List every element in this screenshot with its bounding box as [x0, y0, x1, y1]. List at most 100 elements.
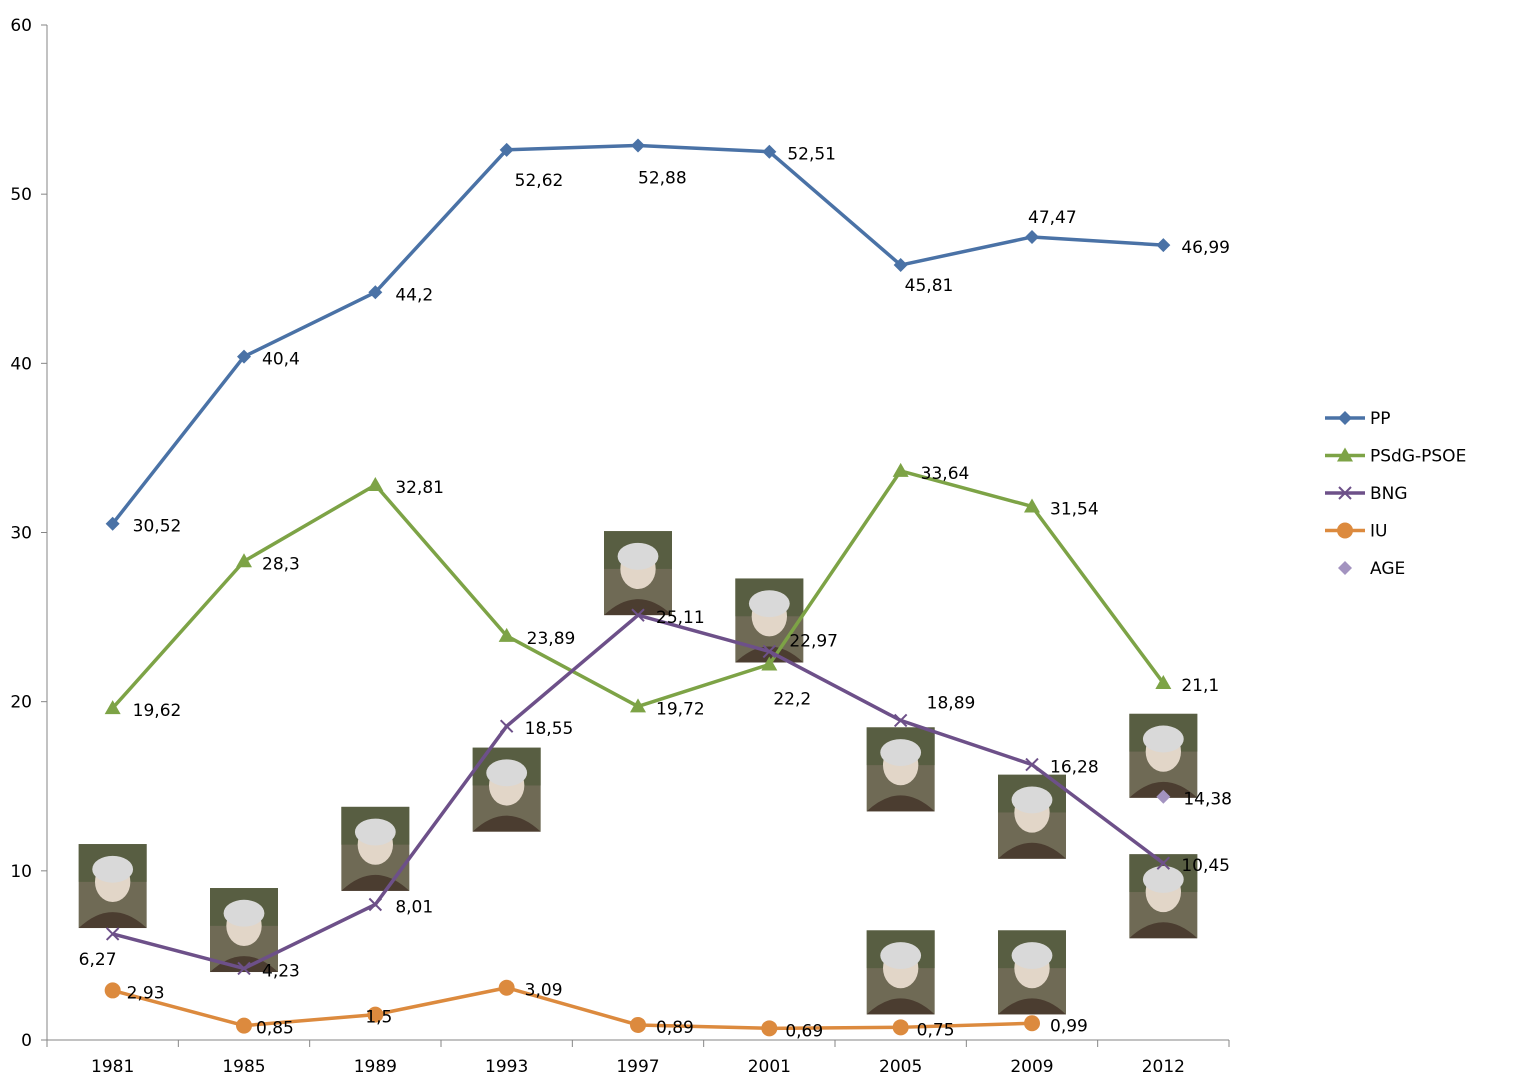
y-tick-label: 30: [10, 524, 32, 544]
portrait-hair: [486, 759, 528, 787]
portrait-hair: [748, 590, 790, 618]
data-point-psdg-psoe-2012: [1155, 675, 1172, 690]
data-point-psdg-psoe-1989: [367, 476, 384, 491]
data-point-bng-2012: [1156, 856, 1171, 870]
data-label: 18,55: [525, 719, 574, 739]
data-label: 46,99: [1181, 238, 1230, 258]
data-point-pp-2012: [1156, 238, 1171, 253]
data-point-pp-1993: [499, 142, 514, 157]
data-label: 22,97: [789, 631, 838, 651]
portrait-2009-iu: [998, 930, 1066, 1015]
x-tick-label: 2005: [879, 1057, 922, 1077]
data-label: 52,62: [515, 171, 564, 191]
portrait-hair: [880, 942, 922, 969]
series-line-iu: [112, 985, 1033, 1031]
portrait-2012-bng: [1129, 854, 1198, 939]
data-point-pp-1985: [237, 349, 251, 364]
data-label: 0,89: [656, 1018, 694, 1038]
portrait-hair: [1011, 942, 1053, 969]
data-point-age-2012: [1156, 789, 1171, 804]
y-tick-label: 10: [10, 862, 32, 882]
data-label: 10,45: [1181, 856, 1230, 876]
chart-legend: PP PSdG-PSOE BNG IU AGE: [1325, 409, 1466, 579]
data-label: 19,72: [656, 699, 705, 719]
portrait-shoulders: [1129, 922, 1198, 939]
portrait-1993-bng: [472, 747, 541, 832]
data-label: 52,51: [787, 145, 836, 165]
portrait-shoulders: [604, 599, 672, 616]
legend-label: IU: [1370, 522, 1387, 542]
legend-marker: [1338, 486, 1352, 500]
x-tick-label: 1985: [222, 1057, 265, 1077]
legend-label: AGE: [1370, 559, 1405, 579]
data-point-iu-2009: [1024, 1015, 1040, 1032]
data-label: 21,1: [1181, 676, 1219, 696]
data-point-psdg-psoe-1997: [630, 698, 646, 713]
chart-series: [104, 138, 1172, 1037]
data-point-bng-1997: [631, 608, 645, 622]
portrait-1997-bng: [604, 531, 672, 616]
legend-item-age: AGE: [1338, 559, 1405, 579]
data-point-bng-2005: [893, 713, 908, 728]
data-label: 0,85: [256, 1019, 294, 1039]
data-point-bng-1993: [499, 719, 514, 733]
data-point-iu-1985: [236, 1017, 252, 1034]
data-point-bng-2001: [762, 644, 777, 659]
data-label: 32,81: [395, 478, 444, 498]
portrait-hair: [617, 542, 659, 570]
portrait-hair: [354, 818, 396, 846]
data-point-pp-1981: [105, 516, 120, 531]
data-point-pp-2005: [893, 258, 908, 273]
data-point-iu-2005: [892, 1019, 909, 1036]
portrait-hair: [1011, 786, 1053, 814]
x-tick-label: 1981: [91, 1057, 134, 1077]
data-point-iu-1993: [498, 979, 515, 996]
data-label: 22,2: [773, 689, 811, 709]
x-tick-label: 2009: [1010, 1057, 1053, 1077]
x-tick-label: 2012: [1142, 1057, 1185, 1077]
data-point-psdg-psoe-2001: [761, 656, 778, 671]
legend-marker: [1337, 447, 1353, 462]
data-label: 14,38: [1183, 790, 1232, 810]
data-point-psdg-psoe-2009: [1024, 498, 1040, 513]
data-label: 8,01: [395, 897, 433, 917]
portrait-shoulders: [998, 998, 1066, 1015]
data-point-bng-1981: [105, 927, 120, 941]
data-point-bng-1989: [368, 897, 383, 912]
data-label: 28,3: [262, 554, 300, 574]
portrait-2005-iu: [866, 930, 935, 1015]
data-label: 19,62: [133, 701, 182, 721]
data-point-iu-1989: [367, 1006, 384, 1023]
portrait-hair: [1142, 865, 1184, 893]
legend-label: BNG: [1370, 484, 1408, 504]
x-tick-label: 1997: [616, 1057, 659, 1077]
data-label: 16,28: [1050, 758, 1099, 778]
data-label: 40,4: [262, 350, 300, 370]
data-labels: 30,52 40,4 44,2 52,62 52,88 52,51 45,81 47,47 46…: [79, 145, 1232, 1042]
data-point-pp-2001: [762, 144, 777, 159]
data-label: 0,99: [1050, 1016, 1088, 1036]
legend-label: PSdG-PSOE: [1370, 447, 1466, 467]
legend-item-bng: BNG: [1325, 484, 1408, 504]
y-tick-label: 0: [21, 1031, 32, 1051]
data-label: 3,09: [525, 981, 563, 1001]
data-label: 52,88: [638, 168, 687, 188]
data-point-pp-1997: [631, 138, 645, 153]
y-tick-label: 40: [10, 354, 32, 374]
y-tick-label: 20: [10, 693, 32, 713]
data-label: 44,2: [395, 285, 433, 305]
portrait-shoulders: [866, 795, 935, 812]
portrait-hair: [92, 855, 134, 883]
portrait-hair: [880, 739, 922, 766]
y-tick-label: 50: [10, 185, 32, 205]
data-label: 1,5: [365, 1008, 392, 1028]
x-tick-label: 2001: [748, 1057, 791, 1077]
data-point-bng-2009: [1025, 757, 1039, 772]
portrait-1981-bng: [78, 844, 147, 929]
portrait-hair: [1142, 725, 1184, 753]
data-point-pp-2009: [1025, 229, 1039, 244]
data-label: 33,64: [921, 464, 970, 484]
portrait-1989-bng: [341, 806, 410, 891]
legend-label: PP: [1370, 409, 1391, 429]
